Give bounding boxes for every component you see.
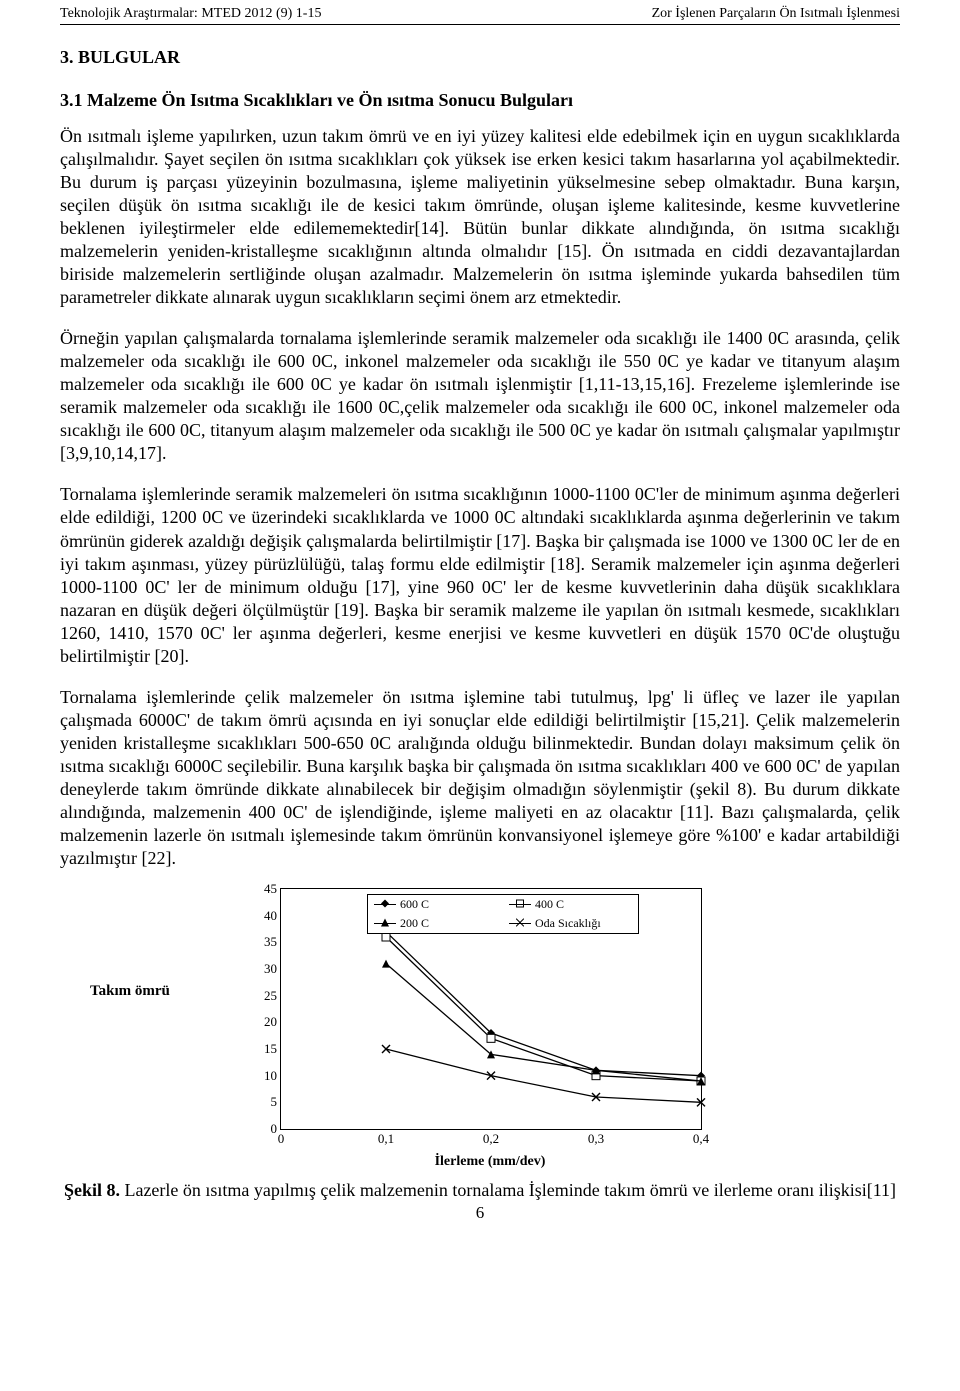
chart-ytick: 30 — [251, 961, 277, 977]
legend-label: 400 C — [535, 897, 564, 912]
legend-item-200c: 200 C — [368, 916, 503, 931]
diamond-filled-icon — [381, 897, 389, 912]
page-number: 6 — [60, 1203, 900, 1223]
paragraph-3: Tornalama işlemlerinde seramik malzemele… — [60, 483, 900, 667]
chart-ytick: 40 — [251, 908, 277, 924]
legend-item-600c: 600 C — [368, 897, 503, 912]
chart-xlabel: İlerleme (mm/dev) — [280, 1154, 700, 1170]
chart-ytick: 35 — [251, 934, 277, 950]
figure-8-chart: Takım ömrü 600 C — [220, 888, 740, 1170]
legend-label: 200 C — [400, 916, 429, 931]
chart-ytick: 10 — [251, 1068, 277, 1084]
chart-xtick: 0,3 — [588, 1131, 604, 1147]
square-open-icon — [516, 897, 524, 912]
legend-item-400c: 400 C — [503, 897, 638, 912]
page: Teknolojik Araştırmalar: MTED 2012 (9) 1… — [0, 0, 960, 1263]
running-header: Teknolojik Araştırmalar: MTED 2012 (9) 1… — [60, 0, 900, 25]
header-right: Zor İşlenen Parçaların Ön Isıtmalı İşlen… — [652, 6, 900, 22]
legend-item-oda: Oda Sıcaklığı — [503, 916, 638, 931]
legend-line-icon — [509, 904, 531, 905]
chart-xtick: 0,4 — [693, 1131, 709, 1147]
section-title: 3. BULGULAR — [60, 47, 900, 68]
legend-line-icon — [509, 923, 531, 924]
chart-ytick: 20 — [251, 1014, 277, 1030]
caption-text: Lazerle ön ısıtma yapılmış çelik malzeme… — [120, 1180, 896, 1200]
paragraph-2: Örneğin yapılan çalışmalarda tornalama i… — [60, 327, 900, 465]
figure-8-caption: Şekil 8. Lazerle ön ısıtma yapılmış çeli… — [60, 1180, 900, 1201]
legend-line-icon — [374, 904, 396, 905]
paragraph-1: Ön ısıtmalı işleme yapılırken, uzun takı… — [60, 125, 900, 309]
chart-ytick: 0 — [251, 1121, 277, 1137]
subsection-title: 3.1 Malzeme Ön Isıtma Sıcaklıkları ve Ön… — [60, 90, 900, 111]
chart-ylabel: Takım ömrü — [90, 983, 170, 1000]
chart-ytick: 5 — [251, 1094, 277, 1110]
legend-label: Oda Sıcaklığı — [535, 916, 601, 931]
chart-ytick: 45 — [251, 881, 277, 897]
chart-plot-area: 600 C 400 C 200 C — [280, 888, 702, 1130]
legend-line-icon — [374, 923, 396, 924]
chart-xtick: 0,1 — [378, 1131, 394, 1147]
chart-ytick: 25 — [251, 988, 277, 1004]
paragraph-4: Tornalama işlemlerinde çelik malzemeler … — [60, 686, 900, 870]
legend-label: 600 C — [400, 897, 429, 912]
chart-legend: 600 C 400 C 200 C — [367, 894, 639, 934]
header-left: Teknolojik Araştırmalar: MTED 2012 (9) 1… — [60, 6, 321, 22]
chart-ytick: 15 — [251, 1041, 277, 1057]
triangle-filled-icon — [381, 916, 389, 931]
caption-label: Şekil 8. — [64, 1180, 120, 1200]
chart-xtick: 0,2 — [483, 1131, 499, 1147]
cross-icon — [516, 916, 524, 931]
chart-xtick: 0 — [278, 1131, 285, 1147]
